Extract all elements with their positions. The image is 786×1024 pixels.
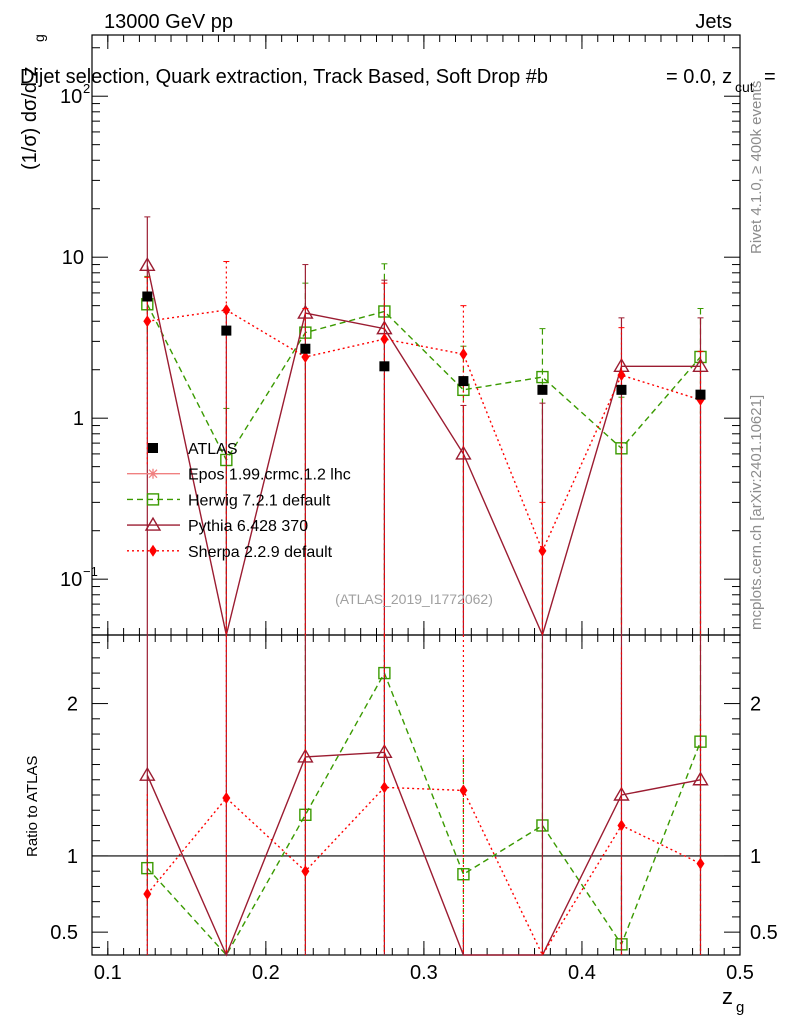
main-y-axis-label: (1/σ) dσ/d z g — [19, 34, 47, 170]
point-sherpa-2-2-9-default — [380, 333, 389, 346]
legend-label-epos-1-99-crmc-1-2-lhc: Epos 1.99.crmc.1.2 lhc — [188, 467, 351, 484]
main-y-tick-label: 10 — [60, 86, 82, 108]
main-y-label-sub: g — [31, 34, 47, 42]
legend-marker-atlas — [148, 443, 158, 453]
x-tick-label: 0.4 — [568, 962, 596, 984]
point-herwig-7-2-1-default — [536, 370, 549, 384]
analysis-watermark: (ATLAS_2019_I1772062) — [335, 591, 493, 607]
point-sherpa-2-2-9-default — [222, 303, 231, 316]
main-y-tick-label: 1 — [73, 408, 84, 430]
point-sherpa-2-2-9-default — [459, 348, 468, 361]
point-sherpa-2-2-9-default — [301, 350, 310, 363]
series-layer — [139, 216, 709, 957]
plot-title-sub: cut — [735, 79, 754, 95]
series-atlas — [142, 291, 706, 400]
ratio-point-sherpa-2-2-9-default — [222, 792, 231, 805]
plot-title-tail: = 0.0, z — [666, 66, 732, 88]
ratio-point-pythia-6-428-370 — [613, 786, 630, 801]
point-atlas — [379, 361, 390, 372]
main-y-tick-label: 10 — [62, 247, 84, 269]
main-y-tick-exponent: 2 — [83, 81, 90, 96]
legend: ATLAS Epos 1.99.crmc.1.2 lhc Herwig 7.2.1 … — [127, 441, 351, 561]
legend-label-sherpa-2-2-9-default: Sherpa 2.2.9 default — [188, 544, 333, 561]
ratio-y-tick-label-right: 1 — [750, 846, 761, 868]
point-pythia-6-428-370 — [139, 256, 156, 272]
point-atlas — [458, 376, 469, 387]
x-tick-label: 0.1 — [94, 962, 122, 984]
point-atlas — [300, 343, 311, 354]
ratio-point-sherpa-2-2-9-default — [380, 781, 389, 794]
series-line-pythia-6-428-370 — [146, 265, 701, 638]
point-sherpa-2-2-9-default — [538, 544, 547, 557]
point-atlas — [221, 325, 232, 336]
main-y-tick-label: 10 — [60, 569, 82, 591]
point-atlas — [537, 384, 548, 395]
legend-label-atlas: ATLAS — [188, 441, 238, 458]
point-atlas — [695, 389, 706, 400]
point-pythia-6-428-370 — [455, 445, 472, 460]
ratio-point-pythia-6-428-370 — [376, 743, 393, 759]
ratio-y-tick-label: 1 — [67, 846, 78, 868]
legend-marker-epos-1-99-crmc-1-2-lhc — [148, 468, 158, 479]
ratio-y-tick-label: 2 — [67, 694, 78, 716]
point-pythia-6-428-370 — [297, 304, 314, 319]
x-tick-label: 0.2 — [252, 962, 280, 984]
x-tick-label: 0.5 — [726, 962, 754, 984]
ratio-y-tick-label-right: 2 — [750, 694, 761, 716]
point-atlas — [142, 291, 153, 302]
point-pythia-6-428-370 — [692, 357, 709, 373]
legend-marker-pythia-6-428-370 — [144, 516, 162, 531]
legend-label-herwig-7-2-1-default: Herwig 7.2.1 default — [188, 492, 331, 509]
x-axis-label-sub: g — [736, 999, 744, 1016]
main-y-tick-exponent: −1 — [83, 564, 98, 579]
ratio-point-pythia-6-428-370 — [297, 748, 314, 763]
ratio-line-pythia-6-428-370 — [146, 751, 701, 957]
ratio-line-sherpa-2-2-9-default — [146, 786, 701, 957]
plot-title-end: = — [764, 66, 776, 88]
header-right: Jets — [695, 11, 732, 33]
point-atlas — [616, 384, 627, 395]
series-line-sherpa-2-2-9-default — [147, 309, 701, 553]
ratio-point-sherpa-2-2-9-default — [617, 819, 626, 832]
header-left: 13000 GeV pp — [104, 11, 233, 33]
ratio-point-pythia-6-428-370 — [139, 766, 156, 781]
legend-marker-sherpa-2-2-9-default — [149, 544, 157, 557]
ratio-point-sherpa-2-2-9-default — [143, 888, 152, 901]
ratio-point-herwig-7-2-1-default — [457, 868, 470, 881]
series-line-herwig-7-2-1-default — [146, 303, 702, 462]
point-sherpa-2-2-9-default — [617, 369, 626, 382]
point-sherpa-2-2-9-default — [143, 315, 152, 328]
ratio-panel-frame — [91, 634, 741, 956]
ratio-point-sherpa-2-2-9-default — [301, 865, 310, 878]
legend-label-pythia-6-428-370: Pythia 6.428 370 — [188, 518, 308, 535]
ratio-y-axis-label: Ratio to ATLAS — [24, 756, 41, 857]
x-tick-label: 0.3 — [410, 962, 438, 984]
mcplots-reference-label: mcplots.cern.ch [arXiv:2401.10621] — [748, 394, 765, 630]
ratio-y-tick-label: 0.5 — [50, 922, 78, 944]
rivet-version-label: Rivet 4.1.0, ≥ 400k events — [748, 80, 765, 254]
ratio-point-sherpa-2-2-9-default — [459, 784, 468, 797]
ratio-line-herwig-7-2-1-default — [146, 671, 702, 957]
ratio-point-sherpa-2-2-9-default — [696, 857, 705, 870]
legend-marker-herwig-7-2-1-default — [146, 493, 160, 506]
main-y-label-text: (1/σ) dσ/d z — [19, 66, 41, 170]
series-sherpa-2-2-9-default — [143, 261, 705, 957]
ratio-y-tick-label-right: 0.5 — [750, 922, 778, 944]
x-axis-label: z — [722, 984, 733, 1009]
plot-title: Dijet selection, Quark extraction, Track… — [20, 66, 548, 88]
